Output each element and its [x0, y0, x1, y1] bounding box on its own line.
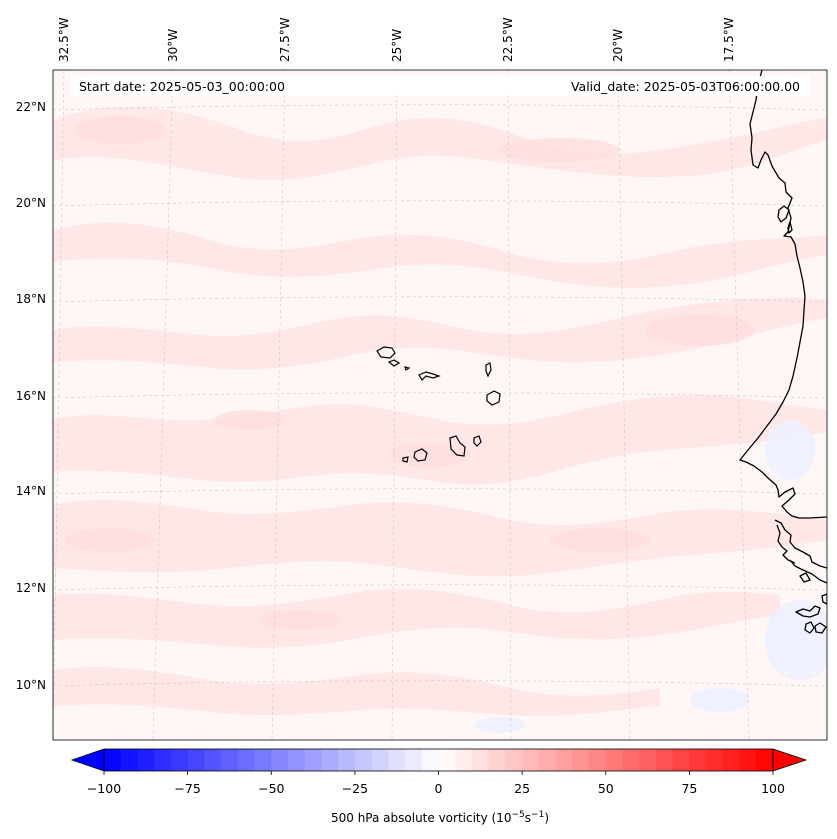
- map-frame: [52, 69, 828, 741]
- colorbar-cell: [572, 749, 590, 771]
- colorbar-cell: [254, 749, 272, 771]
- island-sao-vicente: [387, 359, 401, 367]
- lon-label: 17.5°W: [722, 17, 736, 62]
- lat-label: 18°N: [16, 292, 46, 306]
- vorticity-field-maxima: [65, 116, 755, 630]
- colorbar-tick-label: 25: [514, 781, 530, 796]
- graticule: [53, 70, 827, 740]
- colorbar-cell: [271, 749, 289, 771]
- colorbar-tick-label: −100: [87, 781, 121, 796]
- lon-label: 22.5°W: [501, 17, 515, 62]
- colorbar-cell: [287, 749, 306, 771]
- lat-label: 20°N: [16, 196, 46, 210]
- map-panel: Start date: 2025-05-03_00:00:00 Valid_da…: [53, 70, 827, 740]
- colorbar-cell: [204, 749, 222, 771]
- colorbar-extend-min: [70, 748, 105, 772]
- colorbar-cell: [371, 749, 389, 771]
- africa-coastline: [739, 70, 827, 634]
- lat-label: 14°N: [16, 484, 46, 498]
- island-boa-vista: [486, 390, 501, 406]
- colorbar-cell: [505, 749, 523, 771]
- colorbar-label: 500 hPa absolute vorticity (10−5s−1): [331, 810, 549, 825]
- colorbar-cell: [706, 749, 724, 771]
- lat-label: 22°N: [16, 100, 46, 114]
- lon-label: 25°W: [390, 29, 404, 62]
- colorbar-cell: [488, 749, 507, 771]
- colorbar-cell: [739, 749, 757, 771]
- colorbar-cell: [137, 749, 155, 771]
- island-sal: [485, 362, 492, 378]
- latitude-labels: 22°N 20°N 18°N 16°N 14°N 12°N 10°N: [16, 100, 46, 692]
- colorbar-cell: [187, 749, 205, 771]
- colorbar-tick-label: 50: [598, 781, 614, 796]
- colorbar-cell: [338, 749, 356, 771]
- colorbar-tick-label: −75: [174, 781, 200, 796]
- colorbar-cell: [639, 749, 657, 771]
- lon-label: 30°W: [166, 29, 180, 62]
- cape-verde-islands: [376, 346, 501, 463]
- lon-label: 20°W: [611, 29, 625, 62]
- colorbar-cell: [689, 749, 707, 771]
- colorbar-cell: [304, 749, 323, 771]
- island-sao-nicolau: [418, 371, 441, 381]
- colorbar-cell: [672, 749, 690, 771]
- colorbar-cell: [405, 749, 423, 771]
- colorbar-tick-label: −25: [342, 781, 368, 796]
- lon-label: 27.5°W: [278, 17, 292, 62]
- colorbar-cell: [170, 749, 189, 771]
- colorbar-cell: [321, 749, 339, 771]
- valid-date-text: Valid_date: 2025-05-03T06:00:00.00: [571, 79, 800, 94]
- colorbar-cell: [104, 749, 122, 771]
- island-maio: [473, 435, 482, 447]
- lat-label: 10°N: [16, 678, 46, 692]
- lat-label: 16°N: [16, 389, 46, 403]
- colorbar-tick-label: 100: [761, 781, 785, 796]
- colorbar-cell: [354, 749, 373, 771]
- longitude-labels: 32.5°W 30°W 27.5°W 25°W 22.5°W 20°W 17.5…: [57, 17, 736, 62]
- colorbar-cell: [154, 749, 172, 771]
- colorbar-ticks: [103, 771, 774, 775]
- lon-label: 32.5°W: [57, 17, 71, 62]
- colorbar-cell: [555, 749, 573, 771]
- colorbar-cell: [221, 749, 239, 771]
- colorbar-cells: [104, 749, 774, 771]
- colorbar-cell: [605, 749, 624, 771]
- colorbar-cell: [421, 749, 440, 771]
- colorbar-cell: [622, 749, 640, 771]
- colorbar-cell: [455, 749, 473, 771]
- colorbar-extend-max: [772, 748, 808, 772]
- island-brava: [402, 456, 409, 463]
- island-fogo: [413, 448, 428, 462]
- colorbar-cell: [522, 749, 540, 771]
- colorbar-cell: [388, 749, 406, 771]
- colorbar-cell: [471, 749, 490, 771]
- island-santa-luzia: [404, 366, 411, 371]
- colorbar-cell: [756, 749, 774, 771]
- island-santo-antao: [376, 346, 396, 359]
- lat-label: 12°N: [16, 581, 46, 595]
- colorbar-cell: [589, 749, 607, 771]
- colorbar: −100 −75 −50 −25 0 25 50 75 100 500 hPa …: [70, 748, 808, 825]
- colorbar-cell: [538, 749, 557, 771]
- colorbar-cell: [655, 749, 674, 771]
- colorbar-tick-label: −50: [258, 781, 284, 796]
- header-strip: [71, 76, 810, 96]
- colorbar-tick-label: 75: [681, 781, 697, 796]
- colorbar-tick-label: 0: [435, 781, 443, 796]
- colorbar-cell: [722, 749, 741, 771]
- start-date-text: Start date: 2025-05-03_00:00:00: [79, 79, 285, 94]
- colorbar-tick-labels: −100 −75 −50 −25 0 25 50 75 100: [87, 781, 785, 796]
- colorbar-cell: [438, 749, 456, 771]
- vorticity-field-shading: [53, 106, 827, 716]
- colorbar-cell: [237, 749, 256, 771]
- colorbar-cell: [120, 749, 139, 771]
- island-santiago: [449, 435, 466, 457]
- vorticity-field-negative: [475, 420, 827, 733]
